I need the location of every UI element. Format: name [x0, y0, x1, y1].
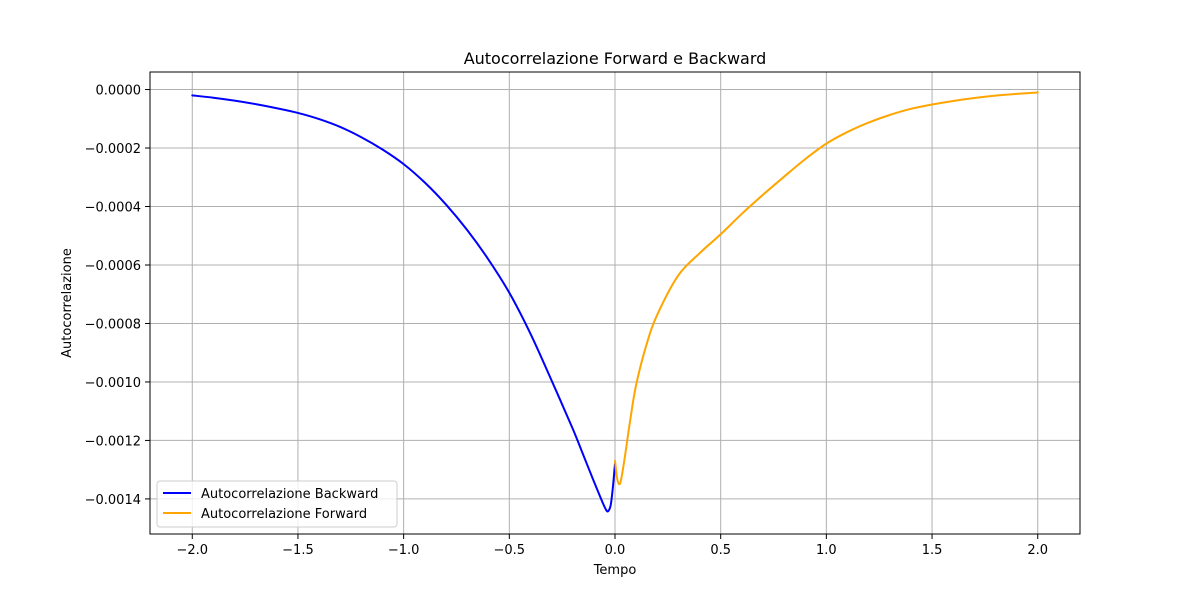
y-tick-label: −0.0012 [85, 434, 141, 449]
grid [150, 72, 1080, 534]
y-tick-label: −0.0014 [85, 493, 141, 508]
x-axis-label: Tempo [593, 563, 637, 578]
x-axis-ticks: −2.0 −1.5 −1.0 −0.5 0.0 0.5 1.0 1.5 2.0 [176, 534, 1048, 558]
y-tick-label: −0.0006 [85, 259, 141, 274]
x-tick-label: 1.5 [922, 543, 943, 558]
x-tick-label: 0.5 [710, 543, 731, 558]
x-tick-label: 1.0 [816, 543, 837, 558]
legend: Autocorrelazione Backward Autocorrelazio… [156, 480, 398, 528]
x-tick-label: −1.0 [388, 543, 420, 558]
series-line-backward [191, 94, 616, 513]
series-layer [191, 91, 1039, 513]
legend-label-backward: Autocorrelazione Backward [201, 487, 378, 502]
legend-box [156, 480, 398, 528]
y-tick-label: −0.0004 [85, 201, 141, 216]
legend-label-forward: Autocorrelazione Forward [201, 507, 367, 522]
y-axis-label: Autocorrelazione [60, 248, 75, 358]
x-tick-label: −2.0 [176, 543, 208, 558]
chart-title: Autocorrelazione Forward e Backward [464, 49, 767, 68]
y-tick-label: 0.0000 [96, 84, 142, 99]
x-tick-label: 0.0 [605, 543, 626, 558]
x-tick-label: −0.5 [494, 543, 526, 558]
y-tick-label: −0.0010 [85, 376, 141, 391]
y-tick-label: −0.0002 [85, 142, 141, 157]
series-line-forward [614, 91, 1039, 486]
x-tick-label: 2.0 [1027, 543, 1048, 558]
y-axis-ticks: 0.0000 −0.0002 −0.0004 −0.0006 −0.0008 −0.001… [85, 84, 150, 508]
y-tick-label: −0.0008 [85, 317, 141, 332]
x-tick-label: −1.5 [282, 543, 314, 558]
